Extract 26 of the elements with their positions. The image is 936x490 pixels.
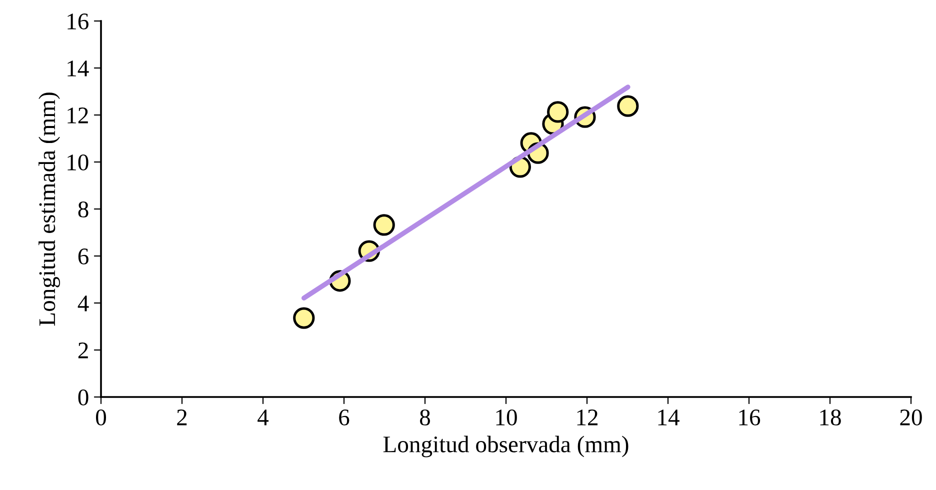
x-tick-label: 16 bbox=[739, 410, 760, 426]
x-axis-title: Longitud observada (mm) bbox=[383, 436, 628, 458]
x-tick-label: 20 bbox=[900, 409, 922, 426]
x-tick-label: 10 bbox=[496, 409, 517, 426]
x-tick-label: 4 bbox=[258, 410, 269, 426]
y-tick-label: 10 bbox=[68, 154, 88, 170]
x-tick-label: 12 bbox=[577, 410, 598, 426]
x-tick-label: 0 bbox=[96, 409, 106, 426]
y-tick-label: 14 bbox=[68, 60, 89, 76]
x-tick-label: 18 bbox=[820, 409, 841, 426]
point bbox=[547, 101, 569, 123]
x-tick-label: 2 bbox=[177, 410, 187, 426]
y-tick-label: 2 bbox=[78, 342, 88, 358]
y-axis-title: Longitud estimada (mm) bbox=[38, 92, 60, 326]
x-tick-label: 6 bbox=[339, 410, 350, 426]
point bbox=[373, 214, 395, 236]
y-tick-label: 8 bbox=[78, 201, 88, 218]
x-tick-label: 14 bbox=[658, 410, 680, 426]
y-tick-label: 4 bbox=[78, 296, 89, 312]
y-tick-label: 12 bbox=[68, 108, 88, 124]
point bbox=[293, 307, 315, 329]
point bbox=[617, 95, 639, 117]
y-tick-label: 0 bbox=[78, 389, 88, 406]
x-tick-label: 8 bbox=[420, 409, 430, 426]
y-tick-label: 16 bbox=[68, 14, 88, 30]
y-tick-label: 6 bbox=[78, 248, 88, 264]
